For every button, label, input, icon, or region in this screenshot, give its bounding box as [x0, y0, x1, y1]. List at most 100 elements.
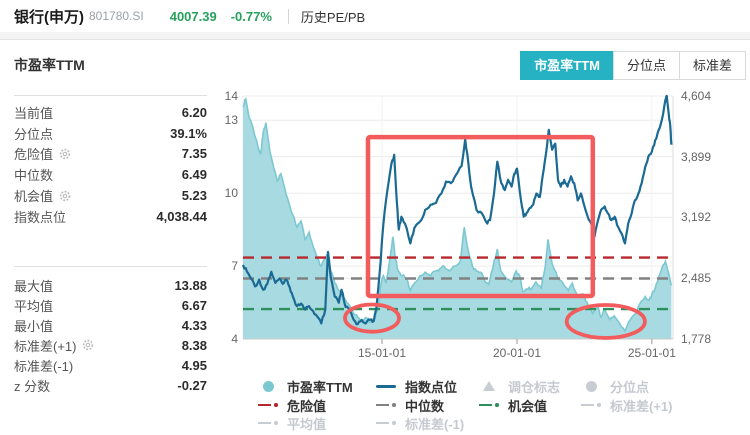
section-title: 市盈率TTM: [14, 57, 85, 73]
legend-label-median: 中位数: [405, 398, 445, 414]
stat-value-stddev-minus1: 4.95: [181, 357, 207, 373]
stat-row-current-value: 当前值 6.20: [14, 102, 207, 123]
legend-item-stddev-plus1[interactable]: 标准差(+1): [576, 396, 672, 414]
legend-item-mean[interactable]: 平均值: [253, 414, 326, 432]
stat-value-opportunity-value: 5.23: [181, 188, 207, 204]
x-tick-15-01-01: 15-01-01: [357, 346, 407, 360]
stat-value-min-value: 4.33: [181, 317, 207, 333]
y-right-tick-4604: 4,604: [681, 89, 712, 103]
stat-row-z-score: z 分数 -0.27: [14, 375, 207, 395]
gear-icon[interactable]: [59, 148, 71, 160]
legend-marker-dashdot: [479, 403, 499, 407]
header-separator: [0, 32, 750, 40]
legend-item-pe-ttm[interactable]: 市盈率TTM: [253, 377, 353, 395]
legend-marker-triangle: [483, 381, 495, 391]
tab-stddev[interactable]: 标准差: [678, 51, 746, 80]
stat-label-z-score: z 分数: [14, 378, 51, 394]
stat-row-stddev-minus1: 标准差(-1) 4.95: [14, 355, 207, 375]
index-change: -0.77%: [230, 8, 272, 24]
header-divider: [287, 8, 289, 24]
stat-value-danger-value: 7.35: [181, 146, 207, 162]
annotation-ellipse-2: [564, 303, 647, 340]
legend-marker-dashdot: [581, 403, 601, 407]
legend-label-danger-value: 危险值: [287, 398, 327, 414]
legend-label-stddev-minus1: 标准差(-1): [405, 416, 465, 432]
stat-row-min-value: 最小值 4.33: [14, 315, 207, 335]
y-right-tick-2485: 2,485: [681, 271, 712, 286]
stat-label-opportunity-value: 机会值: [14, 186, 71, 205]
stat-label-stddev-plus1: 标准差(+1): [14, 336, 94, 355]
header: 银行(申万) 801780.SI 4007.39 -0.77% 历史PE/PB: [0, 0, 750, 32]
x-tick-20-01-01: 20-01-01: [492, 346, 542, 360]
legend-item-median[interactable]: 中位数: [371, 396, 444, 414]
y-right-tick-3899: 3,899: [681, 149, 712, 164]
legend-item-stddev-minus1[interactable]: 标准差(-1): [371, 414, 464, 432]
index-name: 银行(申万): [14, 8, 84, 26]
tab-percentile[interactable]: 分位点: [612, 51, 680, 80]
stat-label-current-value: 当前值: [14, 105, 54, 121]
stat-value-max-value: 13.88: [174, 277, 207, 293]
legend-label-rebalance-marker: 调仓标志: [508, 379, 561, 395]
legend-marker-dashdot: [376, 403, 396, 407]
annotation-ellipse-1: [343, 302, 401, 334]
y-left-tick-13: 13: [224, 113, 238, 128]
stat-label-max-value: 最大值: [14, 278, 54, 294]
stat-value-z-score: -0.27: [177, 377, 207, 393]
legend-marker-dashdot: [258, 403, 278, 407]
stat-value-median: 6.49: [181, 167, 207, 183]
history-pe-pb-label: 历史PE/PB: [300, 9, 366, 25]
legend-label-pe-ttm: 市盈率TTM: [287, 379, 353, 395]
gear-icon[interactable]: [59, 190, 71, 202]
legend-label-percentile: 分位点: [610, 379, 650, 395]
legend-item-rebalance-marker[interactable]: 调仓标志: [474, 377, 560, 395]
legend-marker-circle: [262, 380, 274, 392]
legend-item-danger-value[interactable]: 危险值: [253, 396, 326, 414]
stat-row-median: 中位数 6.49: [14, 164, 207, 185]
legend-item-opportunity-value[interactable]: 机会值: [474, 396, 547, 414]
stat-row-index-level: 指数点位 4,038.44: [14, 206, 207, 227]
stat-label-mean-value: 平均值: [14, 298, 54, 314]
pe-ttm-area-edge: [242, 97, 673, 333]
y-left-tick-4: 4: [231, 332, 238, 346]
stat-row-danger-value: 危险值 7.35: [14, 144, 207, 165]
y-right-tick-3192: 3,192: [681, 210, 712, 225]
stats-divider-1: [14, 95, 207, 96]
y-left-tick-7: 7: [231, 259, 238, 274]
legend-marker-dashdot: [376, 421, 396, 425]
legend-item-percentile[interactable]: 分位点: [576, 377, 649, 395]
legend-label-opportunity-value: 机会值: [508, 398, 548, 414]
tab-pe-ttm[interactable]: 市盈率TTM: [520, 51, 614, 80]
annotation-rectangle: [365, 134, 596, 299]
x-tick-25-01-01: 25-01-01: [627, 346, 676, 360]
y-right-tick-1778: 1,778: [681, 332, 712, 346]
stats-divider-2: [14, 266, 207, 267]
stat-value-stddev-plus1: 8.38: [181, 337, 207, 353]
legend-marker-dashdot: [258, 421, 278, 425]
pe-ttm-area: [243, 98, 672, 340]
stat-row-stddev-plus1: 标准差(+1) 8.38: [14, 335, 207, 355]
stat-label-percentile: 分位点: [14, 126, 54, 142]
stat-label-median: 中位数: [14, 168, 54, 184]
gear-icon[interactable]: [82, 339, 94, 351]
stats-block-1: 当前值 6.20 分位点 39.1% 危险值 7.35 中位数 6.49 机会值 5.23 指数点位…: [14, 102, 207, 227]
stat-row-mean-value: 平均值 6.67: [14, 295, 207, 315]
index-level-line: [241, 94, 673, 326]
stat-label-index-level: 指数点位: [14, 209, 67, 225]
legend-marker-circle: [585, 380, 597, 392]
stat-row-max-value: 最大值 13.88: [14, 275, 207, 295]
legend-label-mean: 平均值: [287, 416, 327, 432]
stat-label-min-value: 最小值: [14, 318, 54, 334]
legend-label-stddev-plus1: 标准差(+1): [610, 398, 673, 414]
y-left-tick-10: 10: [224, 186, 238, 201]
stat-row-percentile: 分位点 39.1%: [14, 123, 207, 144]
legend-marker-line: [376, 384, 396, 388]
stat-label-stddev-minus1: 标准差(-1): [14, 358, 74, 374]
legend-item-index-level[interactable]: 指数点位: [371, 377, 457, 395]
stat-value-index-level: 4,038.44: [156, 208, 207, 224]
index-code: 801780.SI: [89, 9, 144, 23]
metric-tabs: 市盈率TTM 分位点 标准差: [520, 51, 746, 80]
y-left-tick-14: 14: [224, 89, 238, 103]
index-price: 4007.39: [169, 8, 217, 24]
stat-row-opportunity-value: 机会值 5.23: [14, 185, 207, 206]
